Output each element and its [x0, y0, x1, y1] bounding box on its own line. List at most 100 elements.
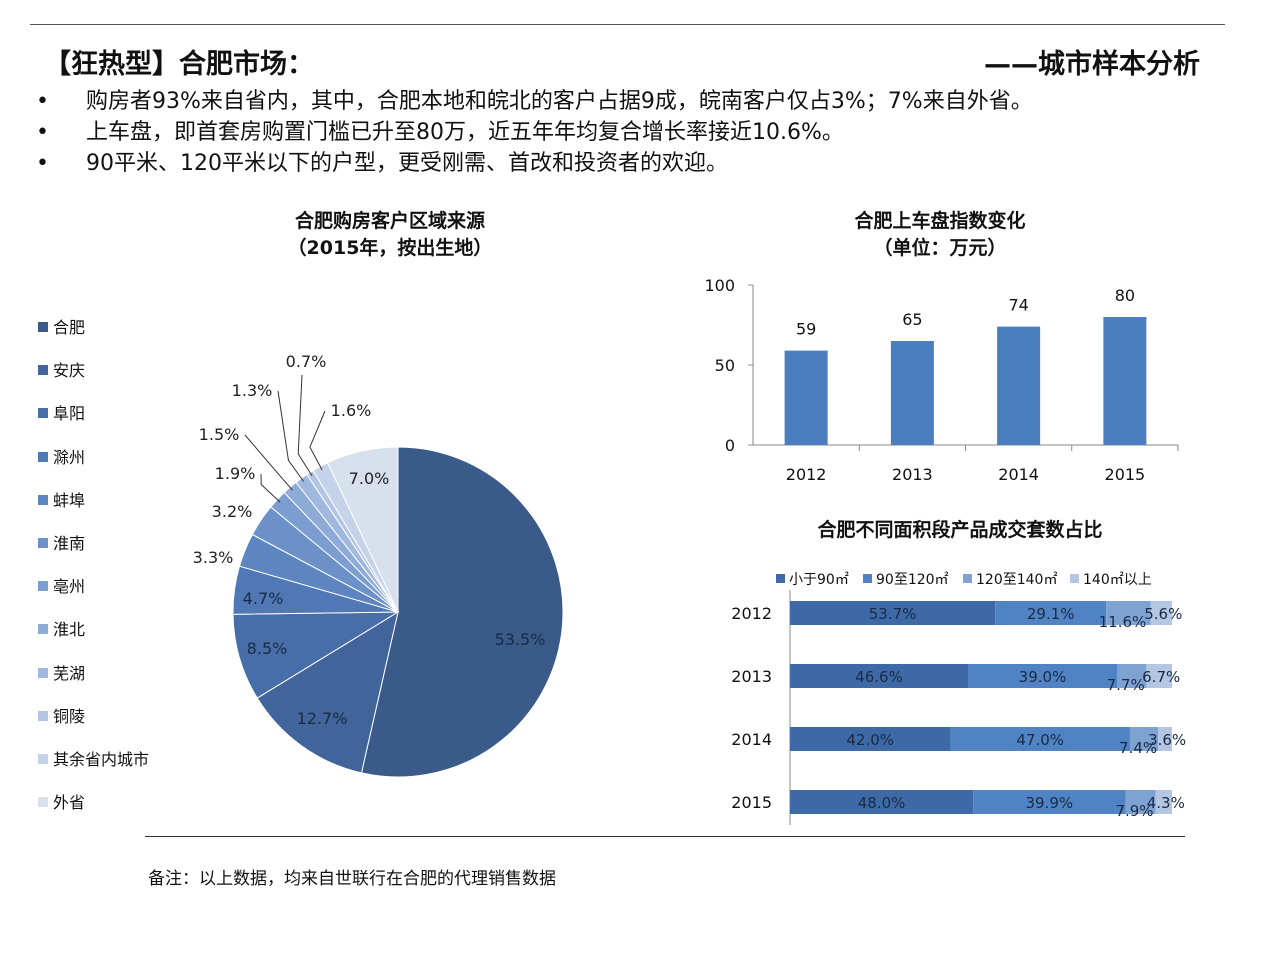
stack-legend-label: 小于90㎡ [789, 572, 849, 588]
pie-data-label: 7.0% [349, 469, 390, 488]
bullet-dot: • [36, 120, 49, 145]
pie-slice [327, 446, 399, 613]
pie-data-label: 4.7% [243, 589, 284, 608]
pie-data-label: 1.6% [331, 401, 372, 420]
stack-legend-swatch [963, 574, 972, 583]
pie-leader-line [297, 374, 313, 477]
legend-label: 外省 [53, 793, 86, 813]
pie-legend-item: 淮南 [38, 530, 149, 573]
stack-segment-label: 48.0% [858, 794, 906, 812]
legend-label: 滁州 [53, 447, 86, 467]
bar [1103, 317, 1147, 445]
stack-segment [790, 664, 969, 688]
stack-segment [995, 601, 1107, 625]
pie-legend-item: 安庆 [38, 357, 149, 400]
pie-data-label: 3.2% [212, 502, 253, 521]
bullet-text: 购房者93%来自省内，其中，合肥本地和皖北的客户占据9成，皖南客户仅占3%；7%… [86, 89, 1033, 114]
top-divider [30, 24, 1225, 25]
legend-swatch [38, 451, 48, 462]
bullet-text: 上车盘，即首套房购置门槛已升至80万，近五年年均复合增长率接近10.6%。 [86, 120, 844, 145]
bar-value-label: 65 [902, 310, 922, 329]
legend-swatch [38, 365, 48, 376]
bar [890, 341, 934, 445]
stack-segment [1129, 727, 1159, 751]
stack-segment [973, 790, 1126, 814]
stack-segment-label: 7.4% [1119, 739, 1157, 757]
stacked-chart-title: 合肥不同面积段产品成交套数占比 [817, 519, 1103, 541]
bullet-item: • 上车盘，即首套房购置门槛已升至80万，近五年年均复合增长率接近10.6%。 [36, 117, 1033, 148]
pie-legend-item: 芜湖 [38, 660, 149, 703]
stacked-bar-chart: 小于90㎡ 90至120㎡ 120至140㎡ 140㎡以上 2012 53.7% 29.1%… [731, 572, 1186, 825]
legend-label: 淮北 [53, 620, 86, 640]
stack-legend-label: 90至120㎡ [876, 572, 949, 588]
footnote: 备注：以上数据，均来自世联行在合肥的代理销售数据 [148, 869, 556, 889]
pie-legend-item: 合肥 [38, 314, 149, 357]
pie-chart: 53.5% 12.7% 8.5% 4.7% 3.3% 3.2% 1.9% 1.5% 1.3% 0.… [193, 352, 564, 778]
stack-segment [790, 790, 974, 814]
legend-label: 蚌埠 [53, 490, 86, 510]
legend-swatch [38, 624, 48, 635]
stack-segment [1106, 601, 1151, 625]
page-title: 【狂热型】合肥市场： [44, 49, 314, 80]
legend-swatch [38, 494, 48, 505]
bar-value-label: 59 [796, 320, 816, 339]
stack-category-label: 2012 [731, 604, 772, 623]
pie-legend-item: 阜阳 [38, 400, 149, 443]
stack-segment-label: 46.6% [855, 668, 903, 686]
stack-legend-label: 120至140㎡ [976, 572, 1057, 588]
bullet-item: • 90平米、120平米以下的户型，更受刚需、首改和投资者的欢迎。 [36, 148, 1033, 179]
legend-swatch [38, 581, 48, 592]
stack-segment-label: 29.1% [1027, 605, 1075, 623]
legend-label: 铜陵 [53, 706, 86, 726]
pie-legend-item: 亳州 [38, 573, 149, 616]
bar-chart-title: 合肥上车盘指数变化 [854, 210, 1026, 232]
stack-segment-label: 6.7% [1142, 668, 1180, 686]
legend-label: 合肥 [53, 318, 86, 337]
pie-chart-subtitle: （2015年，按出生地） [287, 237, 493, 259]
bar-chart: 0 50 100 59 2012 65 2013 74 2014 80 2015 [704, 276, 1179, 484]
bullet-dot: • [36, 151, 49, 176]
stack-segment [968, 664, 1117, 688]
stack-category-label: 2014 [731, 730, 772, 749]
page-subtitle: ——城市样本分析 [984, 49, 1200, 80]
stack-segment-label: 42.0% [846, 731, 894, 749]
bar-value-label: 74 [1008, 296, 1028, 315]
legend-label: 安庆 [53, 361, 86, 381]
pie-slice [360, 446, 564, 778]
pie-chart-title-block: 合肥购房客户区域来源 （2015年，按出生地） [180, 208, 600, 262]
stack-segment-label: 47.0% [1016, 731, 1064, 749]
legend-label: 阜阳 [53, 404, 86, 424]
pie-data-label: 1.3% [232, 381, 273, 400]
pie-legend-item: 滁州 [38, 444, 149, 487]
stack-segment-label: 4.3% [1147, 794, 1185, 812]
pie-data-label: 1.9% [215, 464, 256, 483]
bar-y-tick-label: 50 [715, 356, 735, 375]
legend-swatch [38, 408, 48, 419]
bar-x-tick-label: 2013 [892, 465, 933, 484]
stack-segment [1125, 790, 1156, 814]
bullet-dot: • [36, 89, 49, 114]
pie-legend-item: 淮北 [38, 616, 149, 659]
legend-swatch [38, 710, 48, 721]
bar [997, 326, 1041, 445]
bullet-text: 90平米、120平米以下的户型，更受刚需、首改和投资者的欢迎。 [86, 151, 728, 176]
pie-leader-line [244, 434, 293, 491]
stack-segment [1158, 727, 1172, 751]
pie-data-label: 12.7% [297, 709, 348, 728]
bar [784, 350, 828, 445]
pie-data-label: 1.5% [199, 425, 240, 444]
pie-leader-line [277, 390, 305, 482]
bar-y-tick-label: 100 [704, 276, 735, 295]
legend-label: 淮南 [53, 533, 86, 553]
stack-segment [1116, 664, 1147, 688]
stack-segment-label: 5.6% [1144, 605, 1182, 623]
pie-slice [232, 611, 400, 699]
bar-chart-subtitle: （单位：万元） [873, 237, 1007, 259]
stack-legend-swatch [1070, 574, 1079, 583]
bar-x-tick-label: 2014 [998, 465, 1039, 484]
stack-segment [1155, 790, 1172, 814]
legend-swatch [38, 322, 48, 332]
stack-segment-label: 3.6% [1148, 731, 1186, 749]
bullet-list: • 购房者93%来自省内，其中，合肥本地和皖北的客户占据9成，皖南客户仅占3%；7… [36, 86, 1033, 179]
pie-legend-item: 其余省内城市 [38, 746, 149, 789]
